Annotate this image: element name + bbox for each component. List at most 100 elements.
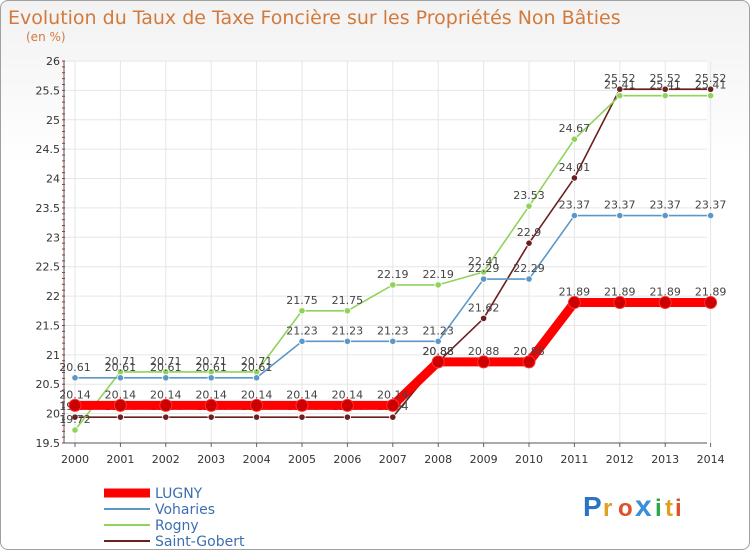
x-tick-label: 2007 <box>379 453 407 466</box>
data-point <box>71 413 79 421</box>
data-point <box>570 211 579 220</box>
data-label: 25.52 <box>649 72 681 85</box>
data-label: 20.61 <box>241 361 273 374</box>
data-point <box>159 398 173 412</box>
x-tick-label: 2003 <box>197 453 225 466</box>
x-tick-label: 2004 <box>243 453 271 466</box>
data-label: 20.88 <box>422 345 454 358</box>
data-point <box>253 413 261 421</box>
data-point <box>113 398 127 412</box>
data-label: 20.88 <box>513 345 545 358</box>
data-label: 22.19 <box>422 268 454 281</box>
y-tick-label: 25.5 <box>36 84 61 97</box>
data-label: 23.37 <box>559 199 591 212</box>
data-point <box>706 211 715 220</box>
data-point <box>658 296 672 310</box>
data-label: 22.29 <box>513 262 545 275</box>
x-tick-label: 2012 <box>606 453 634 466</box>
logo-letter: i <box>675 495 682 522</box>
data-point <box>295 398 309 412</box>
data-label: 23.37 <box>604 199 636 212</box>
series-group: 19.9419.9419.9419.9419.9419.9419.9419.94… <box>59 72 727 434</box>
data-point <box>343 413 351 421</box>
data-label: 19.72 <box>59 413 91 426</box>
data-point <box>706 92 715 100</box>
data-label: 25.52 <box>695 72 727 85</box>
data-label: 20.88 <box>468 345 500 358</box>
data-point <box>253 374 261 382</box>
data-label: 20.71 <box>150 355 182 368</box>
logo-letter: t <box>665 495 673 522</box>
x-tick-label: 2005 <box>288 453 316 466</box>
legend-label: Rogny <box>155 518 199 534</box>
data-point <box>477 355 491 369</box>
grid <box>64 60 712 444</box>
data-label: 20.71 <box>195 355 227 368</box>
data-point <box>71 374 79 382</box>
data-label: 20.61 <box>59 361 91 374</box>
data-label: 21.23 <box>286 324 318 337</box>
data-label: 21.75 <box>286 294 318 307</box>
x-tick-label: 2010 <box>515 453 543 466</box>
data-point <box>616 211 624 220</box>
logo-letter: P <box>583 491 602 522</box>
x-tick-label: 2006 <box>333 453 361 466</box>
data-label: 22.41 <box>468 255 500 268</box>
data-point <box>116 413 125 421</box>
plot-area <box>64 61 707 443</box>
data-point <box>704 296 718 310</box>
data-label: 20.88 <box>422 345 454 358</box>
data-point <box>298 307 306 315</box>
series-voharies: 20.61 20.61 20.61 20.61 20.61 21.23 21.23 21.23… <box>59 199 726 382</box>
data-point <box>298 413 306 421</box>
data-point <box>389 413 397 421</box>
data-label: 25.41 <box>649 79 681 92</box>
x-tick-label: 2011 <box>560 453 588 466</box>
logo-letter: i <box>655 495 662 522</box>
x-tick-label: 2009 <box>470 453 498 466</box>
data-label: 20.14 <box>332 388 364 401</box>
data-label: 21.89 <box>649 286 681 299</box>
data-label: 21.89 <box>559 286 591 299</box>
data-point <box>116 374 125 382</box>
y-tick-label: 21 <box>46 349 60 362</box>
series-lugny: 20.14 20.14 20.14 20.14 20.14 20.14 20.14 20.14… <box>59 286 726 412</box>
data-label: 20.14 <box>377 388 409 401</box>
x-tick-label: 2008 <box>424 453 452 466</box>
data-point <box>343 337 351 345</box>
data-point <box>68 398 82 412</box>
data-point <box>343 307 351 315</box>
data-point <box>434 281 442 289</box>
data-label: 22.9 <box>517 226 542 239</box>
y-tick-label: 21.5 <box>36 319 61 332</box>
data-point <box>616 92 624 100</box>
y-tick-label: 19.5 <box>36 437 61 450</box>
data-label: 20.71 <box>105 355 137 368</box>
data-label: 20.61 <box>150 361 182 374</box>
data-label: 21.89 <box>695 286 727 299</box>
data-label: 25.41 <box>695 79 727 92</box>
data-point <box>386 398 400 412</box>
data-point <box>204 398 218 412</box>
y-tick-label: 23.5 <box>36 202 61 215</box>
y-tick-label: 26 <box>46 55 60 68</box>
data-point <box>162 374 170 382</box>
y-tick-label: 22 <box>46 290 60 303</box>
data-point <box>567 296 581 310</box>
x-tick-label: 2014 <box>697 453 725 466</box>
axes: 19.5 20 20.5 21 21.5 22 22.5 23 23.5 24 24.5 25 25.5… <box>36 55 725 466</box>
y-tick-label: 22.5 <box>36 261 61 274</box>
logo-letter: r <box>603 495 612 522</box>
logo-letter: x <box>635 490 652 523</box>
data-label: 21.62 <box>468 301 500 314</box>
data-point <box>525 275 533 283</box>
x-tick-label: 2001 <box>106 453 134 466</box>
data-label: 20.14 <box>105 388 137 401</box>
series-rogny: 19.72 20.71 20.71 20.71 20.71 21.75 21.75 22.19… <box>59 79 726 434</box>
data-label: 21.75 <box>332 294 364 307</box>
data-point <box>479 275 488 283</box>
chart-title: Evolution du Taux de Taxe Foncière sur l… <box>8 7 621 29</box>
data-point <box>71 426 79 434</box>
x-tick-label: 2013 <box>651 453 679 466</box>
